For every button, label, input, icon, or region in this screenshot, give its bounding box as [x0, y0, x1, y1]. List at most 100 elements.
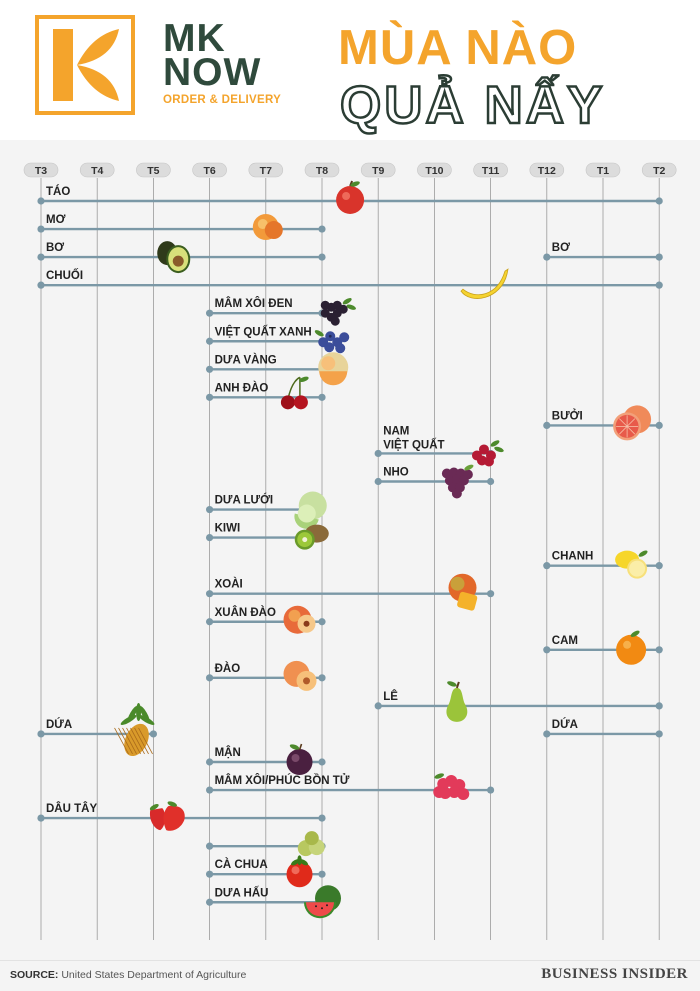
season-start-dot [374, 449, 382, 458]
fruit-label: BƯỞI [552, 409, 583, 422]
season-start-dot [206, 898, 214, 906]
month-tick-label: T11 [482, 165, 500, 177]
season-end-dot [487, 477, 495, 486]
month-tick-label: T1 [597, 165, 609, 177]
season-end-dot [487, 590, 495, 598]
fruit-label: DÂU TÂY [46, 802, 97, 815]
season-start-dot [206, 309, 214, 317]
logo [35, 15, 135, 115]
cantaloupe-icon-part [321, 356, 336, 371]
avocado-icon [157, 241, 191, 274]
pineapple-icon-part [122, 727, 137, 755]
raspberry-icon-part [433, 786, 446, 799]
grapefruit-icon-part [619, 426, 628, 435]
cherry-icon-part [299, 376, 309, 383]
pineapple-icon-part [114, 727, 129, 755]
season-end-dot [655, 646, 663, 654]
cherry-icon [280, 376, 309, 410]
season-end-dot [655, 730, 663, 738]
footer: SOURCE: United States Department of Agri… [0, 960, 700, 991]
apple-icon [336, 180, 365, 214]
month-pill [585, 162, 621, 178]
plum-icon-part [298, 743, 303, 751]
fruit-label: ĐÀO [215, 662, 241, 675]
season-end-dot [655, 562, 663, 570]
pineapple-icon-part [134, 727, 149, 755]
strawberry-icon-part [163, 805, 185, 831]
fruit-label: NAM [383, 425, 409, 437]
cherry-icon-part [293, 395, 308, 410]
season-start-dot [206, 534, 214, 542]
blackberry-icon-part [320, 300, 330, 310]
grapefruit-icon-part [626, 426, 636, 435]
nectarine-icon [283, 605, 316, 634]
blackberry-icon [320, 298, 356, 326]
fruit-label: LÊ [383, 690, 398, 703]
strawberry-icon-part [149, 808, 166, 831]
season-end-dot [318, 393, 326, 401]
cranberry-icon-part [478, 444, 489, 455]
cantaloupe-icon [318, 352, 349, 386]
raspberry-icon-part [448, 786, 461, 799]
fruit-label-extra: DỨA [552, 718, 578, 731]
pear-icon-part [455, 681, 460, 689]
season-end-dot [318, 758, 326, 766]
cranberry-icon [471, 440, 504, 467]
month-tick-label: T7 [260, 165, 272, 177]
fruit-label: DƯA HẤU [215, 886, 269, 899]
fruit-label: BƠ [46, 242, 64, 254]
month-pill [304, 162, 340, 178]
apple-icon-part [342, 192, 351, 200]
fruit-label: NHO [383, 467, 409, 479]
watermelon-icon [304, 885, 341, 919]
fruit-label-extra: BƠ [552, 242, 570, 254]
cherry-icon-part [280, 395, 295, 410]
orange-icon-part [623, 640, 632, 649]
brand-line-2: NOW [163, 51, 262, 94]
peach-icon-part [303, 677, 311, 685]
season-start-dot [206, 842, 214, 850]
pineapple-icon-part [138, 727, 153, 755]
month-tick-label: T10 [425, 165, 443, 177]
season-start-dot [543, 421, 551, 429]
honeydew-icon [294, 491, 327, 529]
tomato-icon [286, 855, 313, 888]
season-end-dot [487, 786, 495, 794]
watermelon-icon-part [321, 907, 323, 910]
month-pill [473, 162, 508, 178]
season-start-dot [374, 702, 382, 710]
season-start-dot [543, 730, 551, 738]
season-start-dot [206, 365, 214, 373]
lemon-icon-part [638, 550, 648, 557]
fruit-label: XOÀI [215, 578, 243, 591]
blackberry-icon-part [342, 298, 352, 305]
grapefruit-icon [613, 405, 652, 441]
fruit-label: TÁO [46, 185, 70, 198]
banana-icon [460, 268, 509, 299]
apricot-icon-part [264, 221, 283, 240]
pear-icon-part [446, 687, 468, 722]
grapefruit-icon-part [619, 418, 628, 427]
season-start-dot [543, 253, 551, 261]
month-tick-label: T6 [203, 165, 215, 177]
orange-icon-part [616, 634, 647, 665]
season-start-dot [206, 758, 214, 766]
fruit-label-line-2: VIỆT QUẤT [383, 438, 444, 451]
season-start-dot [37, 225, 45, 233]
blueberry-icon-part [335, 343, 346, 354]
season-chart: T3 T4 T5 T6 T7 T8 T9 T10 T11 T12 T1 T2 TÁO MƠ BƠ BƠ CHUỐ… [23, 162, 677, 940]
blackberry-icon-part [330, 316, 340, 326]
raspberry-icon [433, 773, 470, 801]
kiwi-icon [294, 524, 329, 550]
strawberry-icon-part [149, 803, 159, 811]
mango-icon-part [457, 591, 478, 611]
tomatillo-icon [297, 831, 325, 857]
plum-icon-part [286, 749, 313, 775]
month-pill [136, 162, 171, 178]
watermelon-icon-part [326, 904, 328, 907]
publisher-logo: BUSINESS INSIDER [541, 966, 688, 982]
grape-icon-part [451, 488, 462, 499]
season-end-dot [655, 197, 663, 205]
cranberry-icon-part [494, 446, 504, 453]
season-start-dot [206, 337, 214, 345]
